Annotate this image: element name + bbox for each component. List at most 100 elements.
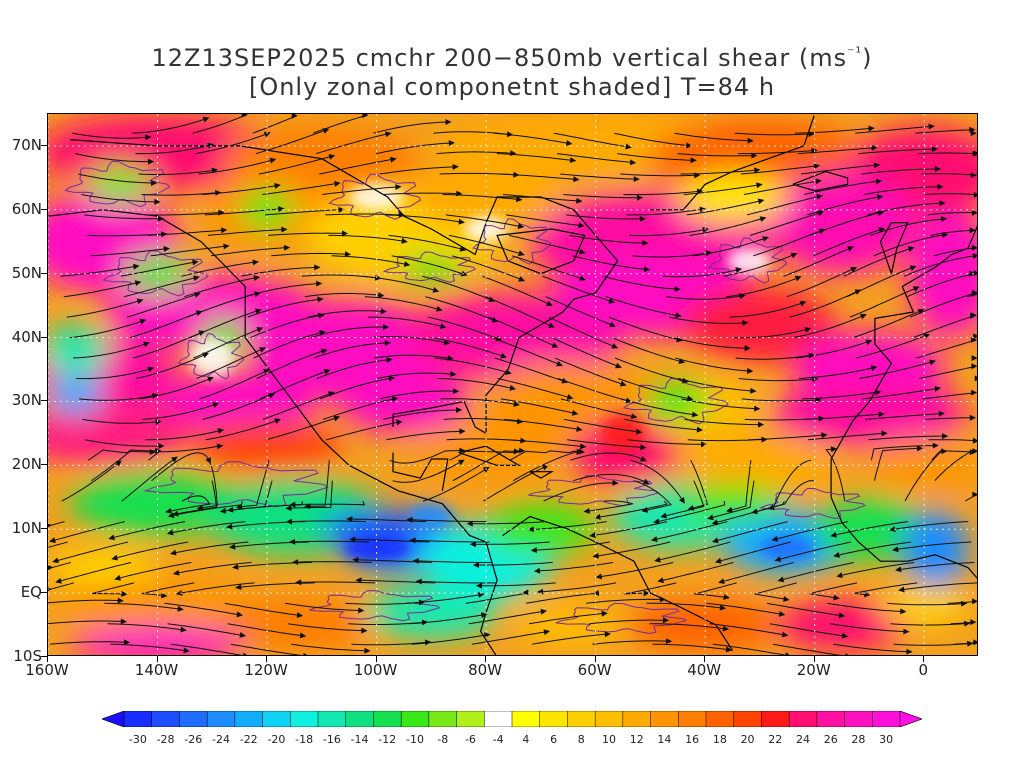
streamline — [499, 173, 579, 181]
colorbar-swatch — [290, 711, 319, 727]
streamline-arrow — [504, 369, 512, 375]
streamline — [356, 579, 436, 584]
streamline-arrow — [380, 308, 387, 315]
streamline-arrow — [161, 592, 168, 599]
colorbar-tick-label: 20 — [740, 733, 755, 746]
streamline — [678, 378, 756, 392]
streamline-arrow — [972, 253, 977, 260]
streamline-arrow — [938, 410, 945, 417]
streamline-arrow — [565, 140, 573, 146]
streamline-arrow — [457, 459, 465, 466]
streamline-arrow — [292, 559, 299, 565]
streamline — [896, 562, 975, 571]
streamline — [626, 208, 705, 216]
streamline — [236, 582, 315, 589]
streamline-arrow — [223, 243, 230, 250]
lon-tick-label: 40W — [687, 661, 722, 679]
streamline-arrow — [594, 513, 601, 520]
streamline — [121, 456, 178, 502]
streamline-arrow — [569, 157, 577, 164]
streamline — [271, 252, 350, 257]
chart-title-line2: [Only zonal componetnt shaded] T=84 h — [248, 73, 776, 101]
streamline — [392, 459, 464, 483]
streamline-arrow — [517, 250, 525, 257]
streamline-arrow — [696, 426, 704, 433]
streamline — [557, 153, 636, 164]
streamline — [305, 460, 330, 507]
streamline-arrow — [323, 369, 331, 375]
lat-tick-label: 60N — [11, 199, 42, 218]
shade-patch — [48, 401, 191, 466]
streamline — [825, 448, 846, 502]
streamline — [508, 234, 585, 254]
streamline-arrow — [120, 618, 127, 625]
streamline-arrow — [459, 245, 467, 252]
streamline — [572, 255, 650, 271]
streamline-arrow — [573, 176, 580, 183]
shade-patch — [365, 586, 498, 638]
streamline-arrow — [121, 590, 128, 597]
streamline — [837, 562, 915, 577]
streamline-arrow — [239, 632, 247, 638]
streamline — [88, 449, 161, 461]
streamline — [545, 296, 615, 327]
streamline-arrow — [892, 546, 899, 553]
streamline-arrow — [841, 632, 849, 639]
lon-tick — [266, 656, 268, 662]
streamline — [296, 581, 376, 584]
streamline — [195, 132, 270, 155]
streamline — [322, 186, 401, 195]
streamline — [651, 521, 728, 541]
streamline — [772, 521, 848, 541]
streamline-arrow — [134, 280, 142, 286]
streamline-arrow — [971, 336, 977, 343]
streamline-arrow — [916, 445, 924, 452]
streamline — [290, 500, 366, 506]
streamline — [197, 459, 218, 509]
streamline-arrow — [625, 143, 632, 150]
streamline — [198, 158, 276, 175]
streamline-arrow — [151, 179, 158, 186]
streamline-arrow — [219, 507, 227, 514]
streamline — [471, 630, 550, 645]
streamline-arrow — [435, 306, 443, 312]
streamline — [405, 593, 484, 604]
shade-patch — [677, 484, 788, 523]
streamline — [422, 275, 495, 302]
streamline — [69, 319, 146, 339]
streamline-arrow — [931, 146, 939, 153]
streamline — [589, 619, 668, 625]
streamline — [428, 316, 502, 341]
streamline — [557, 378, 632, 403]
streamline — [391, 255, 467, 276]
streamline-arrow — [334, 180, 341, 187]
streamline — [75, 367, 154, 380]
streamline — [371, 336, 450, 344]
streamline — [617, 153, 696, 161]
streamline-arrow — [145, 134, 152, 141]
streamline — [752, 480, 815, 514]
streamline — [388, 234, 466, 251]
streamline — [170, 643, 243, 655]
streamline — [247, 298, 323, 318]
streamline-arrow — [278, 206, 285, 213]
streamline-arrow — [898, 586, 905, 593]
streamline-arrow — [660, 512, 667, 519]
streamline-arrow — [790, 252, 798, 259]
streamline-arrow — [165, 508, 172, 514]
streamline — [173, 562, 252, 575]
streamline-arrow — [972, 437, 977, 444]
streamline — [78, 173, 157, 184]
colorbar-swatch — [567, 711, 596, 727]
streamline — [63, 281, 141, 298]
streamline-arrow — [291, 114, 298, 119]
colorbar-tick-label: -26 — [184, 733, 203, 746]
streamline-arrow — [314, 264, 321, 271]
streamline-arrow — [412, 558, 419, 564]
colorbar-tick-label: -8 — [437, 733, 449, 746]
streamline — [808, 432, 887, 441]
streamline-arrow — [912, 286, 920, 292]
streamline — [833, 643, 912, 653]
streamline-arrow — [212, 402, 220, 408]
streamline-arrow — [49, 537, 56, 543]
